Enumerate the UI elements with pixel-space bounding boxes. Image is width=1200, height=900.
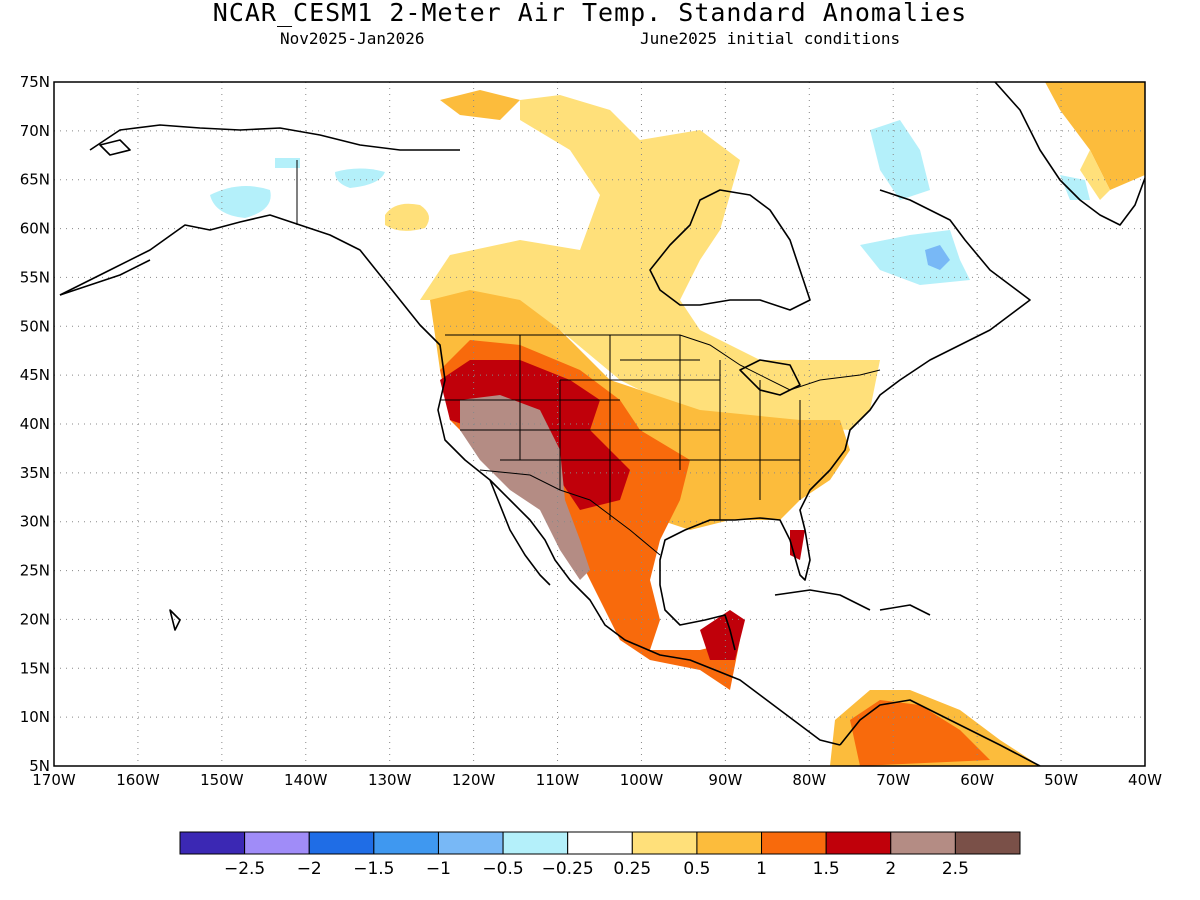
lon-tick-label: 60W (960, 771, 994, 789)
coastline-hispaniola (879, 604, 931, 616)
colorbar-swatch (696, 831, 763, 855)
forecast-period: Nov2025-Jan2026 (280, 29, 425, 48)
colorbar-swatch (244, 831, 310, 855)
colorbar-swatch (502, 831, 569, 855)
colorbar-swatch (825, 831, 892, 855)
colorbar-label: −0.5 (482, 859, 523, 879)
lon-tick-label: 80W (792, 771, 826, 789)
colorbar-label: 2.5 (942, 859, 969, 879)
coastlines (59, 82, 1145, 766)
lat-tick-label: 70N (20, 122, 50, 140)
coastline-baja (489, 479, 551, 586)
colorbar-label: 0.25 (613, 859, 651, 879)
lat-tick-label: 45N (20, 366, 50, 384)
colorbar-label: 1 (756, 859, 767, 879)
colorbar (179, 831, 1021, 855)
map-frame (53, 81, 1146, 767)
us-mexico-border (479, 469, 661, 556)
coastline-north-america-west (59, 214, 841, 746)
lat-tick-label: 50N (20, 317, 50, 335)
coastline-arctic (89, 124, 460, 151)
lat-tick-label: 10N (20, 708, 50, 726)
colorbar-swatch (373, 831, 439, 855)
map-title: NCAR_CESM1 2-Meter Air Temp. Standard An… (212, 0, 968, 27)
lon-tick-label: 40W (1128, 771, 1162, 789)
latitude-tick-labels: 75N 70N 65N 60N 55N 50N 45N 40N 35N 30N 25N 20N 15N 1… (20, 73, 50, 775)
colorbar-swatch (437, 831, 504, 855)
political-boundaries (296, 160, 881, 556)
lat-tick-label: 40N (20, 415, 50, 433)
anomaly-area-brown (460, 395, 590, 580)
colorbar-label: 1.5 (813, 859, 840, 879)
coastline-hudson-bay (649, 189, 811, 311)
colorbar-label: 2 (885, 859, 896, 879)
lon-tick-label: 90W (708, 771, 742, 789)
coastline-cuba (774, 589, 871, 611)
lon-tick-label: 150W (200, 771, 244, 789)
coastline-greenland (994, 82, 1145, 226)
longitude-tick-labels: 170W 160W 150W 140W 130W 120W 110W 100W 90W 80W 70… (32, 771, 1162, 789)
graticule (54, 82, 1145, 766)
anomaly-shading (210, 82, 1145, 766)
lon-tick-label: 110W (536, 771, 580, 789)
colorbar-label: 0.5 (683, 859, 710, 879)
colorbar-labels: −2.5 −2 −1.5 −1 −0.5 −0.25 0.25 0.5 1 1.5 2 2.5 (224, 859, 969, 879)
lon-tick-label: 70W (876, 771, 910, 789)
lat-tick-label: 20N (20, 610, 50, 628)
lon-tick-label: 50W (1044, 771, 1078, 789)
lat-tick-label: 5N (29, 757, 50, 775)
lat-tick-label: 30N (20, 513, 50, 531)
lat-tick-label: 15N (20, 659, 50, 677)
lat-tick-label: 35N (20, 464, 50, 482)
colorbar-label: −1 (426, 859, 451, 879)
anomaly-area-blue (925, 245, 950, 270)
lat-tick-label: 25N (20, 562, 50, 580)
lon-tick-label: 100W (620, 771, 664, 789)
colorbar-swatch (954, 831, 1021, 855)
lat-tick-label: 55N (20, 268, 50, 286)
colorbar-swatch (179, 831, 246, 855)
lat-tick-label: 65N (20, 171, 50, 189)
colorbar-swatch (308, 831, 375, 855)
lat-tick-label: 75N (20, 73, 50, 91)
colorbar-swatch (761, 831, 827, 855)
anomaly-area-orange (430, 290, 850, 530)
anomaly-area-light-blue (210, 186, 271, 218)
anomaly-area-light-yellow (420, 95, 880, 430)
initial-conditions: June2025 initial conditions (640, 29, 901, 48)
lon-tick-label: 160W (116, 771, 160, 789)
colorbar-swatch (631, 831, 698, 855)
coastline-gulf-of-mexico (659, 189, 1031, 651)
us-canada-border (445, 334, 881, 391)
colorbar-swatch (567, 831, 633, 855)
anomaly-area-light-yellow-2 (440, 90, 520, 120)
colorbar-label: −2 (297, 859, 322, 879)
colorbar-label: −1.5 (353, 859, 394, 879)
coastline-alaska-peninsula (59, 259, 151, 296)
lon-tick-label: 140W (284, 771, 328, 789)
colorbar-label: −0.25 (542, 859, 594, 879)
lon-tick-label: 120W (452, 771, 496, 789)
lon-tick-label: 130W (368, 771, 412, 789)
lon-tick-label: 170W (32, 771, 76, 789)
lat-tick-label: 60N (20, 220, 50, 238)
colorbar-swatch (890, 831, 956, 855)
colorbar-label: −2.5 (224, 859, 265, 879)
coastline-south-america (839, 699, 1041, 766)
